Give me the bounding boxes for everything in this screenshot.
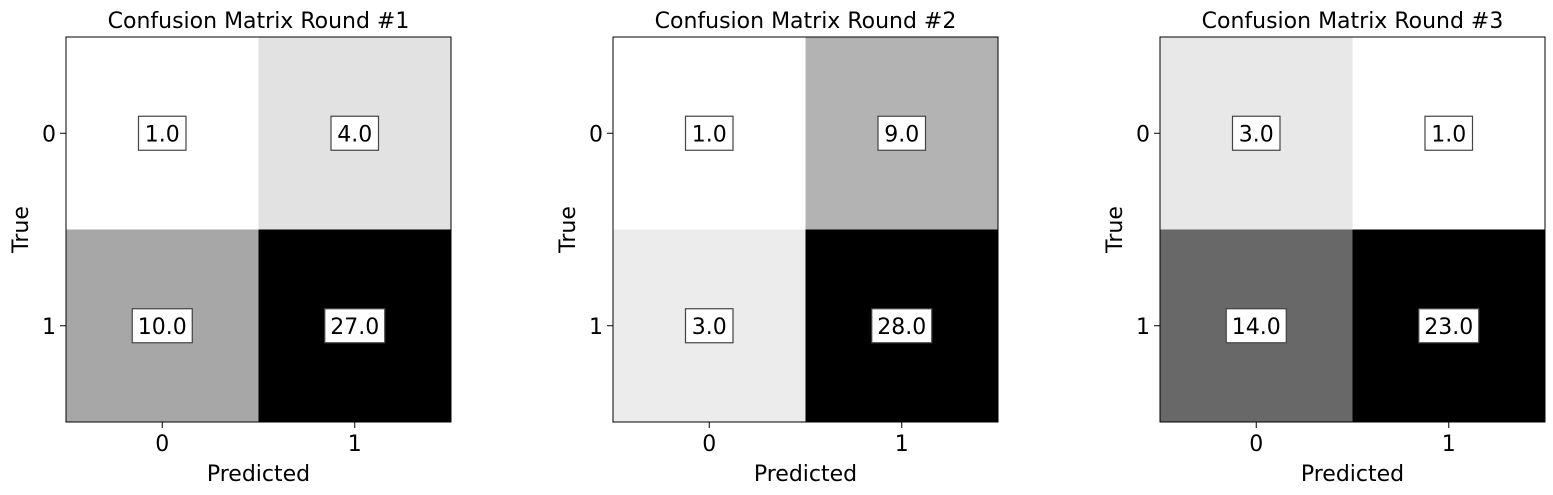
y-tick-label: 0 <box>42 122 56 147</box>
cell-label-box <box>137 115 187 151</box>
cell-label-box <box>131 308 193 344</box>
cell-label-box <box>684 308 734 344</box>
cell-value-label: 9.0 <box>884 122 919 147</box>
plot-frame <box>65 36 452 423</box>
y-axis-label: True <box>1103 206 1128 254</box>
cell-label-box <box>871 308 933 344</box>
cell-value-label: 1.0 <box>1431 122 1466 147</box>
cell-label-box <box>324 308 386 344</box>
x-tick-label: 0 <box>1249 432 1263 457</box>
x-axis-label: Predicted <box>754 462 857 487</box>
cell-value-label: 3.0 <box>692 315 727 340</box>
confusion-matrix-panel-1: Confusion Matrix Round #1 1.0 4.0 10.0 27.0 0… <box>9 9 452 487</box>
cell-label-box <box>684 115 734 151</box>
x-axis-label: Predicted <box>1301 462 1404 487</box>
confusion-matrix-panel-3: Confusion Matrix Round #3 3.0 1.0 14.0 23.0 0… <box>1103 9 1546 487</box>
x-tick-label: 1 <box>895 432 909 457</box>
cell-value-label: 3.0 <box>1239 122 1274 147</box>
x-tick-label: 1 <box>348 432 362 457</box>
y-axis-label: True <box>556 206 581 254</box>
x-tick-label: 0 <box>155 432 169 457</box>
cell-label-box <box>1231 115 1281 151</box>
cell-label-box <box>1225 308 1287 344</box>
cell-label-box <box>1418 308 1480 344</box>
cell-value-label: 1.0 <box>692 122 727 147</box>
plot-frame <box>612 36 999 423</box>
cell-value-label: 4.0 <box>337 122 372 147</box>
x-tick-label: 1 <box>1442 432 1456 457</box>
chart-title: Confusion Matrix Round #3 <box>1202 9 1504 34</box>
x-tick-label: 0 <box>702 432 716 457</box>
cell-value-label: 28.0 <box>877 315 926 340</box>
plot-frame <box>1159 36 1546 423</box>
cell-value-label: 23.0 <box>1424 315 1473 340</box>
cell-value-label: 10.0 <box>138 315 187 340</box>
cell-value-label: 14.0 <box>1232 315 1281 340</box>
cell-label-box <box>330 115 380 151</box>
cell-value-label: 1.0 <box>145 122 180 147</box>
y-tick-label: 0 <box>1136 122 1150 147</box>
cell-label-box <box>1424 115 1474 151</box>
cell-value-label: 27.0 <box>330 315 379 340</box>
confusion-matrix-panel-2: Confusion Matrix Round #2 1.0 9.0 3.0 28.0 0 1… <box>556 9 999 487</box>
cell-label-box <box>877 115 927 151</box>
x-axis-label: Predicted <box>207 462 310 487</box>
y-tick-label: 0 <box>589 122 603 147</box>
y-tick-label: 1 <box>589 315 603 340</box>
y-axis-label: True <box>9 206 34 254</box>
chart-title: Confusion Matrix Round #2 <box>655 9 957 34</box>
y-tick-label: 1 <box>1136 315 1150 340</box>
chart-title: Confusion Matrix Round #1 <box>108 9 410 34</box>
y-tick-label: 1 <box>42 315 56 340</box>
